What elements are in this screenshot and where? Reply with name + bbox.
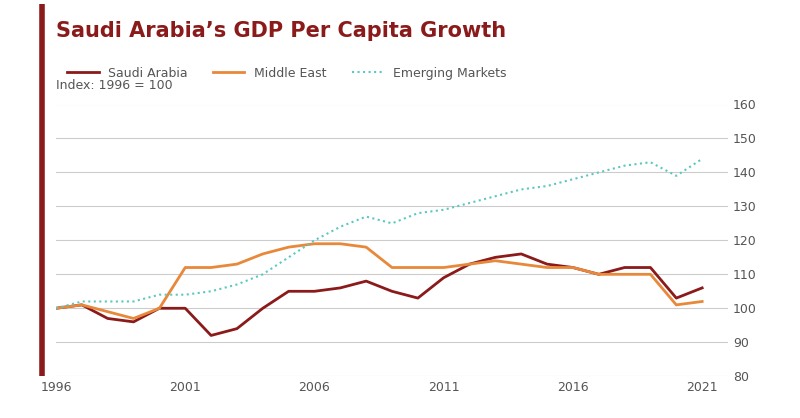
- Text: Saudi Arabia’s GDP Per Capita Growth: Saudi Arabia’s GDP Per Capita Growth: [56, 21, 506, 41]
- Text: Index: 1996 = 100: Index: 1996 = 100: [56, 79, 173, 92]
- Legend: Saudi Arabia, Middle East, Emerging Markets: Saudi Arabia, Middle East, Emerging Mark…: [62, 62, 512, 85]
